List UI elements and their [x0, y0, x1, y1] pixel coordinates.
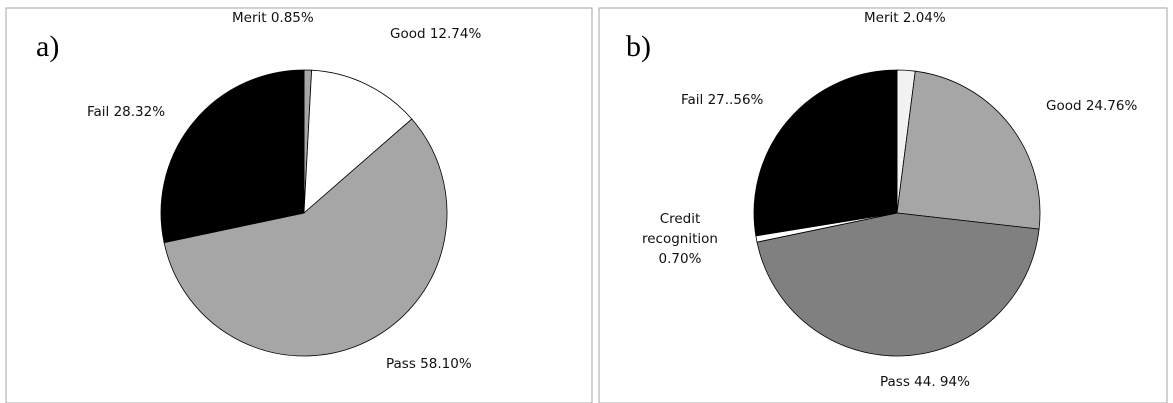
pie-b-slice-pass — [756, 212, 1040, 357]
label-good-b: Good 24.76% — [1046, 98, 1137, 114]
label-credit-line1-b: Credit — [660, 211, 701, 227]
pie-b-slice-fail — [753, 69, 898, 237]
label-fail-a: Fail 28.32% — [87, 104, 165, 120]
label-credit-line3-b: 0.70% — [659, 251, 702, 267]
label-credit-line2-b: recognition — [642, 231, 718, 247]
label-pass-b: Pass 44. 94% — [880, 374, 970, 390]
pie-a-slice-good — [303, 69, 413, 214]
label-good-a: Good 12.74% — [390, 26, 481, 42]
pie-b-slice-good — [896, 70, 1041, 230]
label-merit-a: Merit 0.85% — [232, 10, 314, 26]
panel-b-label: b) — [626, 30, 651, 63]
pie-a-slice-fail — [160, 69, 305, 244]
panel-a-label: a) — [36, 30, 59, 63]
pie-chart-a — [160, 69, 448, 357]
label-pass-a: Pass 58.10% — [386, 356, 472, 372]
label-fail-b: Fail 27..56% — [681, 92, 764, 108]
label-merit-b: Merit 2.04% — [864, 10, 946, 26]
pie-chart-b — [753, 69, 1041, 357]
pie-a-slice-pass — [163, 118, 448, 357]
